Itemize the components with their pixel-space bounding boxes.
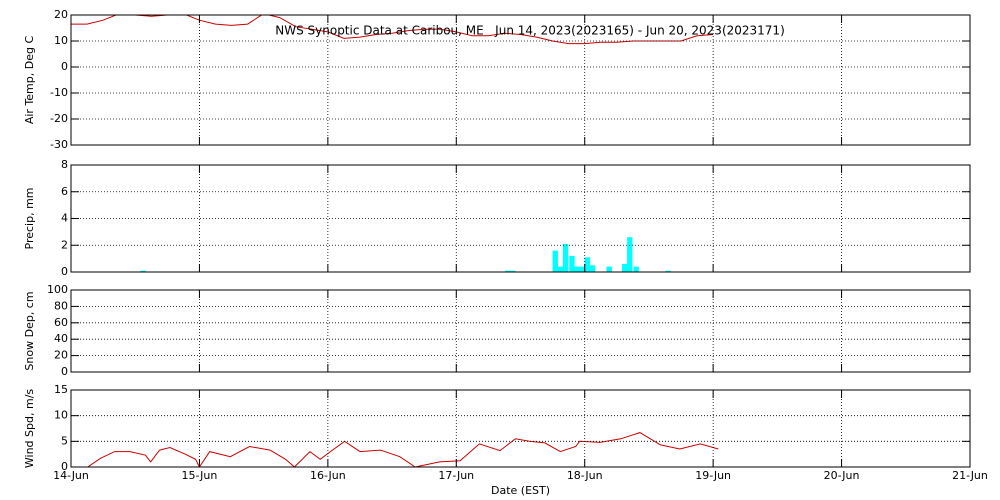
y-tick-label: 8 [61,158,68,171]
x-tick-label: 14-Jun [53,469,89,482]
y-tick-label: 10 [54,409,68,422]
bar [606,266,612,272]
bar [633,266,639,272]
y-axis-label: Air Temp, Deg C [23,36,36,125]
x-tick-label: 16-Jun [310,469,346,482]
plot-area [71,15,714,45]
plot-frame [70,14,971,146]
y-tick-label: 6 [61,185,68,198]
y-tick-label: 2 [61,238,68,251]
x-tick-label: 21-Jun [952,469,988,482]
y-tick-label: 20 [54,8,68,21]
y-tick-label: 5 [61,434,68,447]
bar [140,270,146,272]
y-tick-label: -10 [50,86,68,99]
data-line [71,15,714,45]
y-axis-label: Wind Spd, m/s [23,389,36,469]
y-tick-label: -30 [50,138,68,151]
bar [665,270,671,272]
chart-title: NWS Synoptic Data at Caribou, ME Jun 14,… [275,24,785,38]
y-tick-label: 4 [61,212,68,225]
x-tick-label: 15-Jun [182,469,218,482]
x-tick-label: 17-Jun [438,469,474,482]
bar [562,243,569,272]
x-tick-label: 19-Jun [695,469,731,482]
y-tick-label: 0 [61,365,68,378]
bar [584,257,591,272]
bar [589,265,596,272]
x-axis-label: Date (EST) [491,484,550,497]
plot-frame [70,164,971,273]
y-tick-label: 10 [54,34,68,47]
bar [627,237,633,272]
plot-area [140,237,671,272]
x-tick-label: 18-Jun [567,469,603,482]
y-axis-label: Precip, mm [23,188,36,250]
y-tick-label: 0 [61,460,68,473]
data-line [87,432,719,467]
plot-frame [70,389,971,468]
plot-area [87,432,719,467]
bar [579,266,585,272]
bar [505,270,511,272]
bar [621,263,628,272]
bar [574,266,580,272]
y-tick-label: 80 [54,299,68,312]
y-axis-label: Snow Dep, cm [23,291,36,370]
y-tick-label: 40 [54,332,68,345]
y-tick-label: 20 [54,349,68,362]
plot-frame [70,289,971,373]
y-tick-label: 15 [54,383,68,396]
x-tick-label: 20-Jun [824,469,860,482]
y-tick-label: 60 [54,316,68,329]
bar [510,270,516,272]
bar [552,250,558,272]
bar [569,255,575,272]
y-tick-label: 0 [61,265,68,278]
bar [557,266,564,272]
y-tick-label: -20 [50,112,68,125]
y-tick-label: 0 [61,60,68,73]
y-tick-label: 100 [47,283,68,296]
